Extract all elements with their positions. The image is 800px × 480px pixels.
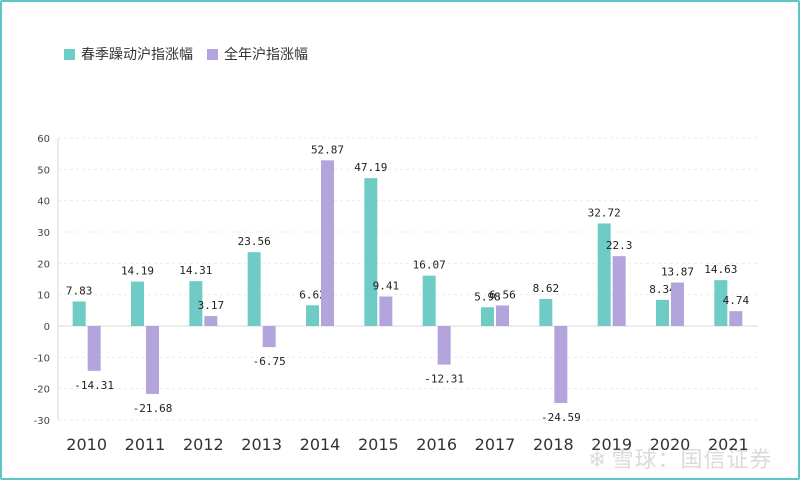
- y-tick-label: 50: [37, 165, 50, 176]
- bar-spring: [714, 280, 728, 326]
- data-label: -6.75: [253, 355, 286, 368]
- y-tick-label: 20: [37, 259, 50, 270]
- bar-annual: [729, 311, 743, 326]
- bar-annual: [554, 326, 568, 404]
- data-label: 52.87: [311, 143, 344, 156]
- data-label: -24.59: [541, 411, 581, 424]
- x-tick-label: 2015: [358, 435, 399, 454]
- watermark-text: 雪球：国信证券: [611, 448, 773, 473]
- data-label: 22.3: [606, 239, 633, 252]
- bar-spring: [72, 301, 86, 326]
- data-label: 4.74: [723, 294, 750, 307]
- y-tick-label: -30: [34, 416, 50, 427]
- bar-annual: [321, 160, 334, 326]
- x-tick-label: 2014: [300, 435, 341, 454]
- x-tick-label: 2010: [66, 435, 107, 454]
- y-tick-label: 30: [37, 228, 50, 239]
- y-tick-label: 10: [37, 291, 50, 302]
- bar-annual: [87, 326, 101, 371]
- data-label: 32.72: [588, 206, 621, 219]
- data-label: 3.17: [198, 299, 225, 312]
- data-label: 47.19: [354, 161, 387, 174]
- bar-annual: [496, 305, 509, 326]
- legend-label-annual: 全年沪指涨幅: [224, 47, 308, 63]
- data-label: 6.56: [489, 288, 516, 301]
- x-tick-label: 2011: [125, 435, 166, 454]
- x-tick-label: 2021: [708, 435, 749, 454]
- data-label: 16.07: [413, 259, 446, 272]
- data-label: 14.19: [121, 265, 154, 278]
- bar-spring: [597, 223, 611, 326]
- data-label: 14.63: [704, 263, 737, 276]
- data-label: 8.34: [649, 283, 676, 296]
- bar-spring: [247, 252, 261, 326]
- x-tick-label: 2013: [241, 435, 282, 454]
- y-tick-label: 0: [44, 322, 50, 333]
- bar-spring: [189, 281, 203, 326]
- bar-spring: [422, 275, 436, 326]
- data-label: 5.98: [474, 290, 501, 303]
- y-tick-label: -20: [34, 385, 50, 396]
- bar-spring: [481, 307, 494, 326]
- data-label: 13.87: [661, 266, 694, 279]
- data-label: 6.62: [299, 288, 326, 301]
- snowball-logo-icon: ❄: [588, 448, 608, 473]
- y-tick-label: -10: [34, 353, 50, 364]
- bar-annual: [204, 316, 218, 326]
- legend-swatch-spring: [64, 48, 75, 60]
- watermark: ❄ 雪球：国信证券: [588, 442, 772, 474]
- x-tick-label: 2016: [416, 435, 457, 454]
- x-tick-label: 2012: [183, 435, 224, 454]
- data-label: 14.31: [179, 264, 212, 277]
- data-label: 8.62: [533, 282, 560, 295]
- bar-spring: [656, 299, 669, 326]
- x-tick-label: 2017: [475, 435, 516, 454]
- x-tick-label: 2020: [650, 435, 691, 454]
- y-tick-label: 40: [37, 197, 50, 208]
- data-label: 9.41: [373, 280, 400, 293]
- bar-annual: [146, 326, 159, 394]
- bar-spring: [364, 178, 378, 326]
- bar-annual: [379, 296, 393, 326]
- bar-annual: [262, 326, 276, 348]
- legend-label-spring: 春季躁动沪指涨幅: [81, 47, 193, 63]
- bar-spring: [539, 298, 553, 326]
- bar-annual: [671, 282, 684, 326]
- data-label: -21.68: [133, 402, 173, 415]
- legend: 春季躁动沪指涨幅 全年沪指涨幅: [64, 44, 308, 64]
- data-label: -12.31: [424, 373, 464, 386]
- data-label: -14.31: [74, 379, 114, 392]
- bar-annual: [437, 326, 451, 365]
- data-label: 7.83: [66, 284, 93, 297]
- x-tick-label: 2019: [591, 435, 632, 454]
- legend-swatch-annual: [207, 48, 218, 60]
- x-tick-label: 2018: [533, 435, 574, 454]
- bar-spring: [131, 281, 144, 326]
- bar-spring: [306, 305, 319, 326]
- bar-annual: [612, 256, 626, 326]
- data-label: 23.56: [238, 235, 271, 248]
- legend-item-annual[interactable]: 全年沪指涨幅: [207, 44, 308, 64]
- y-tick-label: 60: [37, 134, 50, 145]
- legend-item-spring[interactable]: 春季躁动沪指涨幅: [64, 44, 193, 64]
